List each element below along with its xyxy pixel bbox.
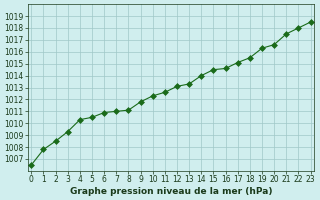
X-axis label: Graphe pression niveau de la mer (hPa): Graphe pression niveau de la mer (hPa) bbox=[70, 187, 272, 196]
